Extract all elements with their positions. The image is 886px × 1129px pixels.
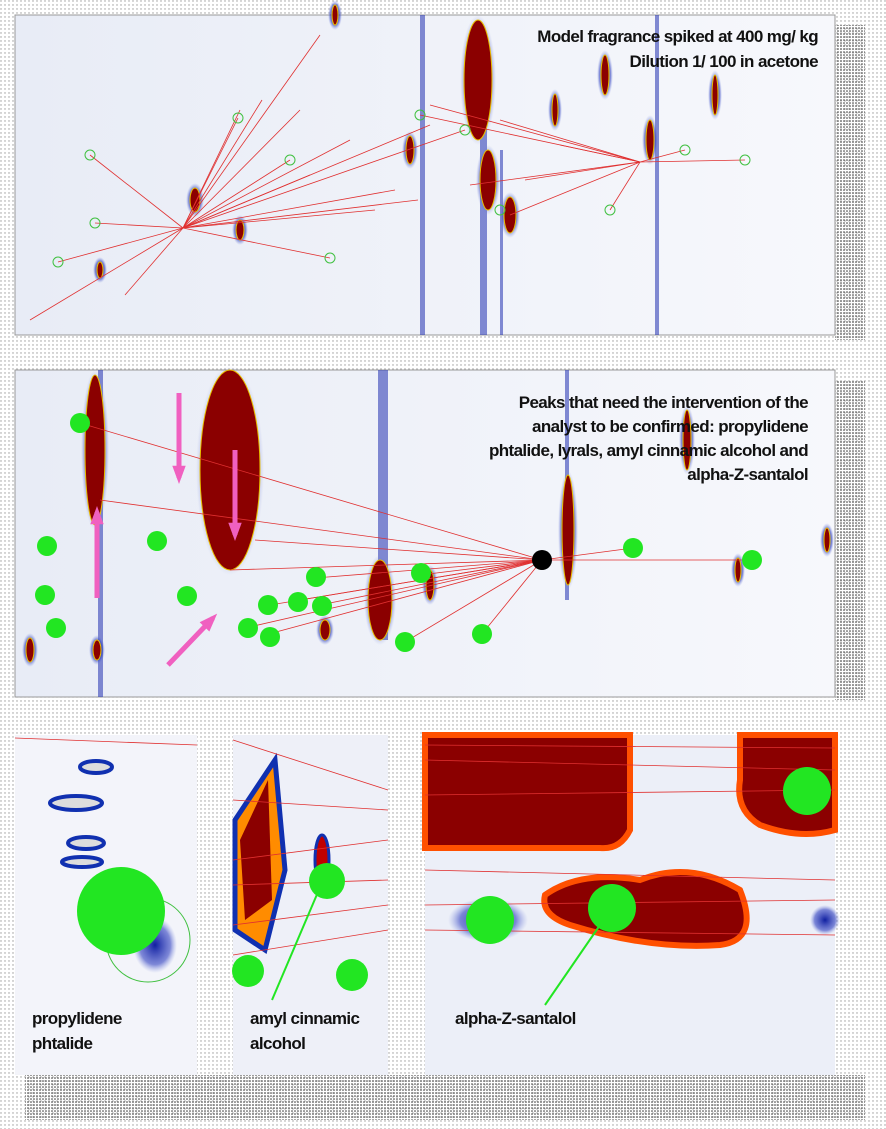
- peak: [85, 375, 105, 525]
- peak: [552, 94, 558, 126]
- match-circle: [288, 592, 308, 612]
- caption-line: amyl cinnamic: [250, 1009, 360, 1028]
- caption-line: Dilution 1/ 100 in acetone: [630, 52, 819, 71]
- match-circle: [46, 618, 66, 638]
- match-circle: [306, 567, 326, 587]
- match-circle: [336, 959, 368, 991]
- caption-line: alpha-Z-santalol: [687, 465, 808, 484]
- peak: [62, 857, 102, 867]
- match-circle: [37, 536, 57, 556]
- match-circle: [147, 531, 167, 551]
- peak: [50, 796, 102, 810]
- streak: [500, 150, 503, 335]
- peak: [93, 640, 101, 660]
- caption-line: Model fragrance spiked at 400 mg/ kg: [537, 27, 818, 46]
- streak: [420, 15, 425, 335]
- match-circle: [466, 896, 514, 944]
- caption-line: propylidene: [32, 1009, 122, 1028]
- peak: [735, 558, 741, 582]
- match-circle: [70, 413, 90, 433]
- peak: [425, 735, 630, 848]
- shadow: [835, 25, 865, 340]
- peak-halo: [810, 905, 840, 935]
- peak: [320, 620, 330, 640]
- peak: [332, 5, 338, 25]
- shadow: [835, 380, 865, 700]
- peak: [200, 370, 260, 570]
- match-circle: [77, 867, 165, 955]
- match-circle: [260, 627, 280, 647]
- match-circle: [232, 955, 264, 987]
- caption-line: Peaks that need the intervention of the: [519, 393, 808, 412]
- reference-peak: [532, 550, 552, 570]
- chromatogram-top: [15, 0, 835, 335]
- match-circle: [742, 550, 762, 570]
- match-circle: [238, 618, 258, 638]
- match-circle: [312, 596, 332, 616]
- page: Model fragrance spiked at 400 mg/ kg Dilu…: [0, 0, 886, 1129]
- match-circle: [623, 538, 643, 558]
- match-circle: [177, 586, 197, 606]
- peak: [80, 761, 112, 773]
- match-circle: [411, 563, 431, 583]
- peak: [562, 475, 574, 585]
- peak: [68, 837, 104, 849]
- peak: [97, 262, 103, 278]
- match-circle: [395, 632, 415, 652]
- caption-line: alcohol: [250, 1034, 305, 1053]
- peak: [480, 150, 496, 210]
- peak: [464, 20, 492, 140]
- peak: [646, 120, 654, 160]
- shadow: [25, 1075, 865, 1120]
- caption-line: phtalide, lyrals, amyl cinnamic alcohol …: [489, 441, 808, 460]
- chromatogram-middle: [15, 365, 835, 697]
- caption-line: phtalide: [32, 1034, 93, 1053]
- match-circle: [309, 863, 345, 899]
- figure: Model fragrance spiked at 400 mg/ kg Dilu…: [0, 0, 886, 1129]
- match-circle: [783, 767, 831, 815]
- caption-line: analyst to be confirmed: propylidene: [532, 417, 808, 436]
- caption-line: alpha-Z-santalol: [455, 1009, 576, 1028]
- peak: [26, 638, 34, 662]
- match-circle: [588, 884, 636, 932]
- match-circle: [35, 585, 55, 605]
- match-circle: [472, 624, 492, 644]
- peak: [712, 75, 718, 115]
- peak: [824, 528, 830, 552]
- match-circle: [258, 595, 278, 615]
- peak: [601, 55, 609, 95]
